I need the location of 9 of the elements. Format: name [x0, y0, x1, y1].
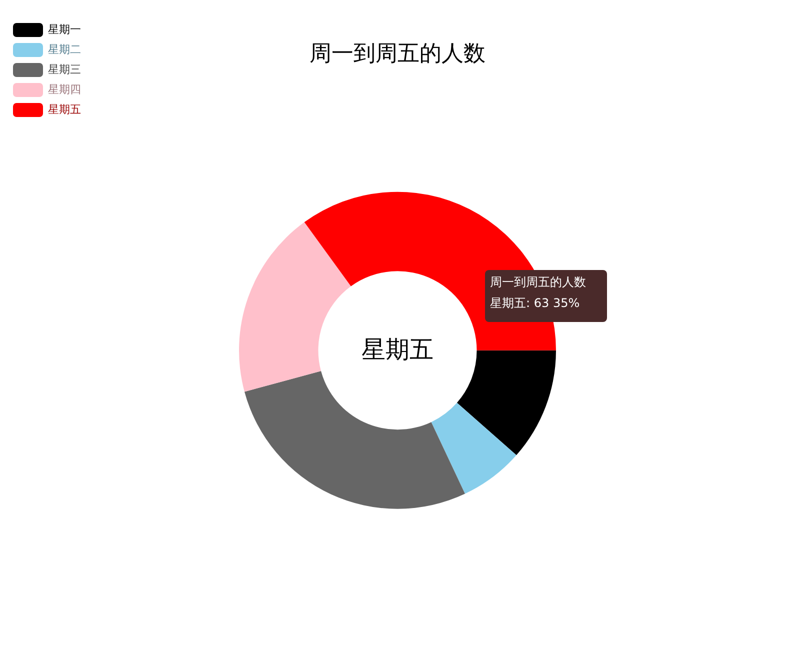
legend-label: 星期三 — [48, 64, 81, 76]
legend-label: 星期一 — [48, 24, 81, 36]
text: 星期五: 63 35% — [490, 296, 580, 310]
text: 星期五 — [362, 336, 434, 364]
legend-label: 星期四 — [48, 84, 81, 96]
legend-label: 星期五 — [48, 104, 81, 116]
text: 周一到周五的人数 — [310, 42, 486, 66]
legend-label: 星期二 — [48, 44, 81, 56]
text: 周一到周五的人数 — [490, 275, 586, 289]
